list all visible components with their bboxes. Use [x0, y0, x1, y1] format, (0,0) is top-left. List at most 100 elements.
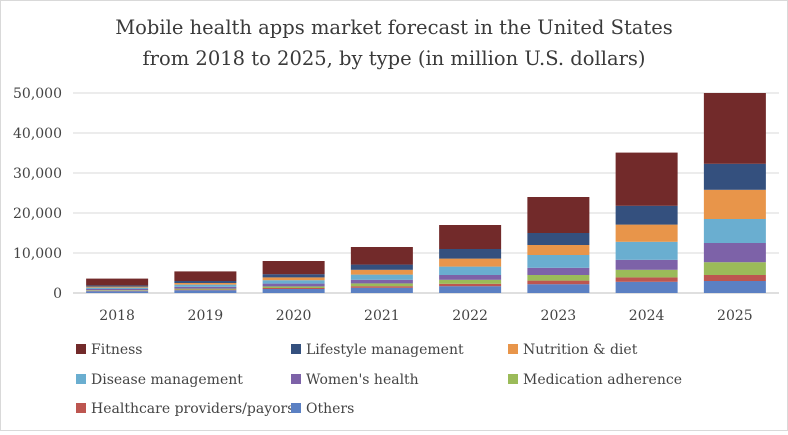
bar-segment-others	[616, 282, 678, 293]
bar-segment-women-s-health	[86, 289, 148, 290]
bar-segment-healthcare-providers-payors	[439, 284, 501, 286]
legend-item: Nutrition & diet	[508, 342, 638, 358]
chart-title: Mobile health apps market forecast in th…	[115, 16, 673, 70]
bar-segment-others	[704, 281, 766, 293]
y-tick-label: 20,000	[13, 206, 62, 222]
bar-segment-lifestyle-management	[86, 285, 148, 286]
x-tick-label: 2018	[99, 308, 135, 324]
bar-segment-lifestyle-management	[616, 206, 678, 225]
bar-segment-disease-management	[351, 275, 413, 280]
bar-segment-medication-adherence	[263, 286, 325, 288]
bar-segment-healthcare-providers-payors	[263, 288, 325, 289]
bars	[86, 93, 766, 293]
bar-segment-fitness	[351, 247, 413, 265]
bar-segment-medication-adherence	[174, 289, 236, 290]
bar-segment-nutrition-diet	[263, 277, 325, 280]
legend-label: Disease management	[91, 372, 243, 388]
bar-segment-nutrition-diet	[174, 283, 236, 285]
y-tick-label: 0	[53, 286, 62, 302]
bar-segment-medication-adherence	[439, 280, 501, 284]
bar-segment-medication-adherence	[86, 290, 148, 291]
bar-segment-lifestyle-management	[527, 233, 589, 245]
legend-swatch	[508, 344, 518, 354]
bar-segment-healthcare-providers-payors	[174, 290, 236, 291]
y-tick-label: 50,000	[13, 86, 62, 102]
chart-title-line-2: from 2018 to 2025, by type (in million U…	[142, 47, 645, 70]
legend-item: Fitness	[76, 342, 143, 358]
bar-segment-healthcare-providers-payors	[527, 281, 589, 285]
bar-segment-medication-adherence	[351, 283, 413, 286]
x-tick-label: 2021	[364, 308, 400, 324]
bar-segment-nutrition-diet	[439, 259, 501, 267]
y-tick-label: 30,000	[13, 166, 62, 182]
bar-segment-disease-management	[86, 288, 148, 289]
legend-swatch	[76, 403, 86, 413]
legend-label: Medication adherence	[523, 372, 682, 388]
bar-segment-women-s-health	[351, 280, 413, 284]
legend-label: Women's health	[306, 372, 419, 388]
x-tick-label: 2025	[717, 308, 753, 324]
legend-item: Others	[291, 401, 354, 417]
bar-segment-lifestyle-management	[263, 274, 325, 277]
bar-segment-women-s-health	[616, 260, 678, 270]
legend-swatch	[291, 374, 301, 384]
y-axis: 0 10,000 20,000 30,000 40,000 50,000	[13, 86, 62, 302]
bar-segment-medication-adherence	[704, 262, 766, 275]
legend-label: Nutrition & diet	[523, 342, 638, 358]
bar-segment-fitness	[704, 93, 766, 164]
bar-segment-medication-adherence	[616, 270, 678, 278]
y-tick-label: 40,000	[13, 126, 62, 142]
legend-item: Women's health	[291, 372, 419, 388]
bar-segment-women-s-health	[174, 287, 236, 289]
legend-item: Disease management	[76, 372, 243, 388]
bar-segment-disease-management	[704, 219, 766, 243]
legend-item: Healthcare providers/payors	[76, 401, 294, 417]
bar-segment-fitness	[439, 225, 501, 249]
bar-segment-fitness	[527, 197, 589, 233]
legend-swatch	[291, 403, 301, 413]
bar-segment-disease-management	[616, 242, 678, 260]
bar-segment-nutrition-diet	[86, 287, 148, 288]
x-tick-label: 2022	[452, 308, 488, 324]
legend-label: Healthcare providers/payors	[91, 401, 294, 417]
bar-segment-lifestyle-management	[439, 249, 501, 259]
legend-item: Lifestyle management	[291, 342, 464, 358]
legend: Fitness Lifestyle management Nutrition & d…	[76, 342, 682, 417]
bar-segment-women-s-health	[704, 243, 766, 262]
bar-segment-lifestyle-management	[174, 281, 236, 283]
bar-segment-women-s-health	[263, 284, 325, 287]
bar-segment-lifestyle-management	[351, 265, 413, 270]
x-tick-label: 2019	[188, 308, 224, 324]
bar-segment-others	[351, 288, 413, 293]
legend-swatch	[76, 374, 86, 384]
legend-label: Others	[306, 401, 354, 417]
bar-segment-disease-management	[263, 280, 325, 283]
bar-segment-healthcare-providers-payors	[351, 286, 413, 288]
bar-segment-others	[174, 290, 236, 293]
y-tick-label: 10,000	[13, 246, 62, 262]
bar-segment-others	[527, 284, 589, 293]
legend-swatch	[76, 344, 86, 354]
bar-segment-nutrition-diet	[527, 245, 589, 255]
bar-segment-nutrition-diet	[616, 225, 678, 242]
bar-segment-disease-management	[527, 255, 589, 268]
bar-segment-healthcare-providers-payors	[616, 277, 678, 281]
bar-segment-others	[86, 291, 148, 293]
bar-segment-disease-management	[174, 285, 236, 287]
chart-title-line-1: Mobile health apps market forecast in th…	[115, 16, 673, 39]
x-tick-label: 2023	[541, 308, 577, 324]
bar-segment-lifestyle-management	[704, 164, 766, 190]
bar-segment-women-s-health	[439, 275, 501, 280]
bar-segment-fitness	[86, 279, 148, 286]
legend-label: Lifestyle management	[306, 342, 464, 358]
legend-item: Medication adherence	[508, 372, 682, 388]
bar-segment-others	[439, 286, 501, 293]
x-tick-label: 2020	[276, 308, 312, 324]
legend-swatch	[508, 374, 518, 384]
legend-label: Fitness	[91, 342, 143, 358]
bar-segment-fitness	[616, 153, 678, 206]
bar-segment-fitness	[174, 271, 236, 281]
